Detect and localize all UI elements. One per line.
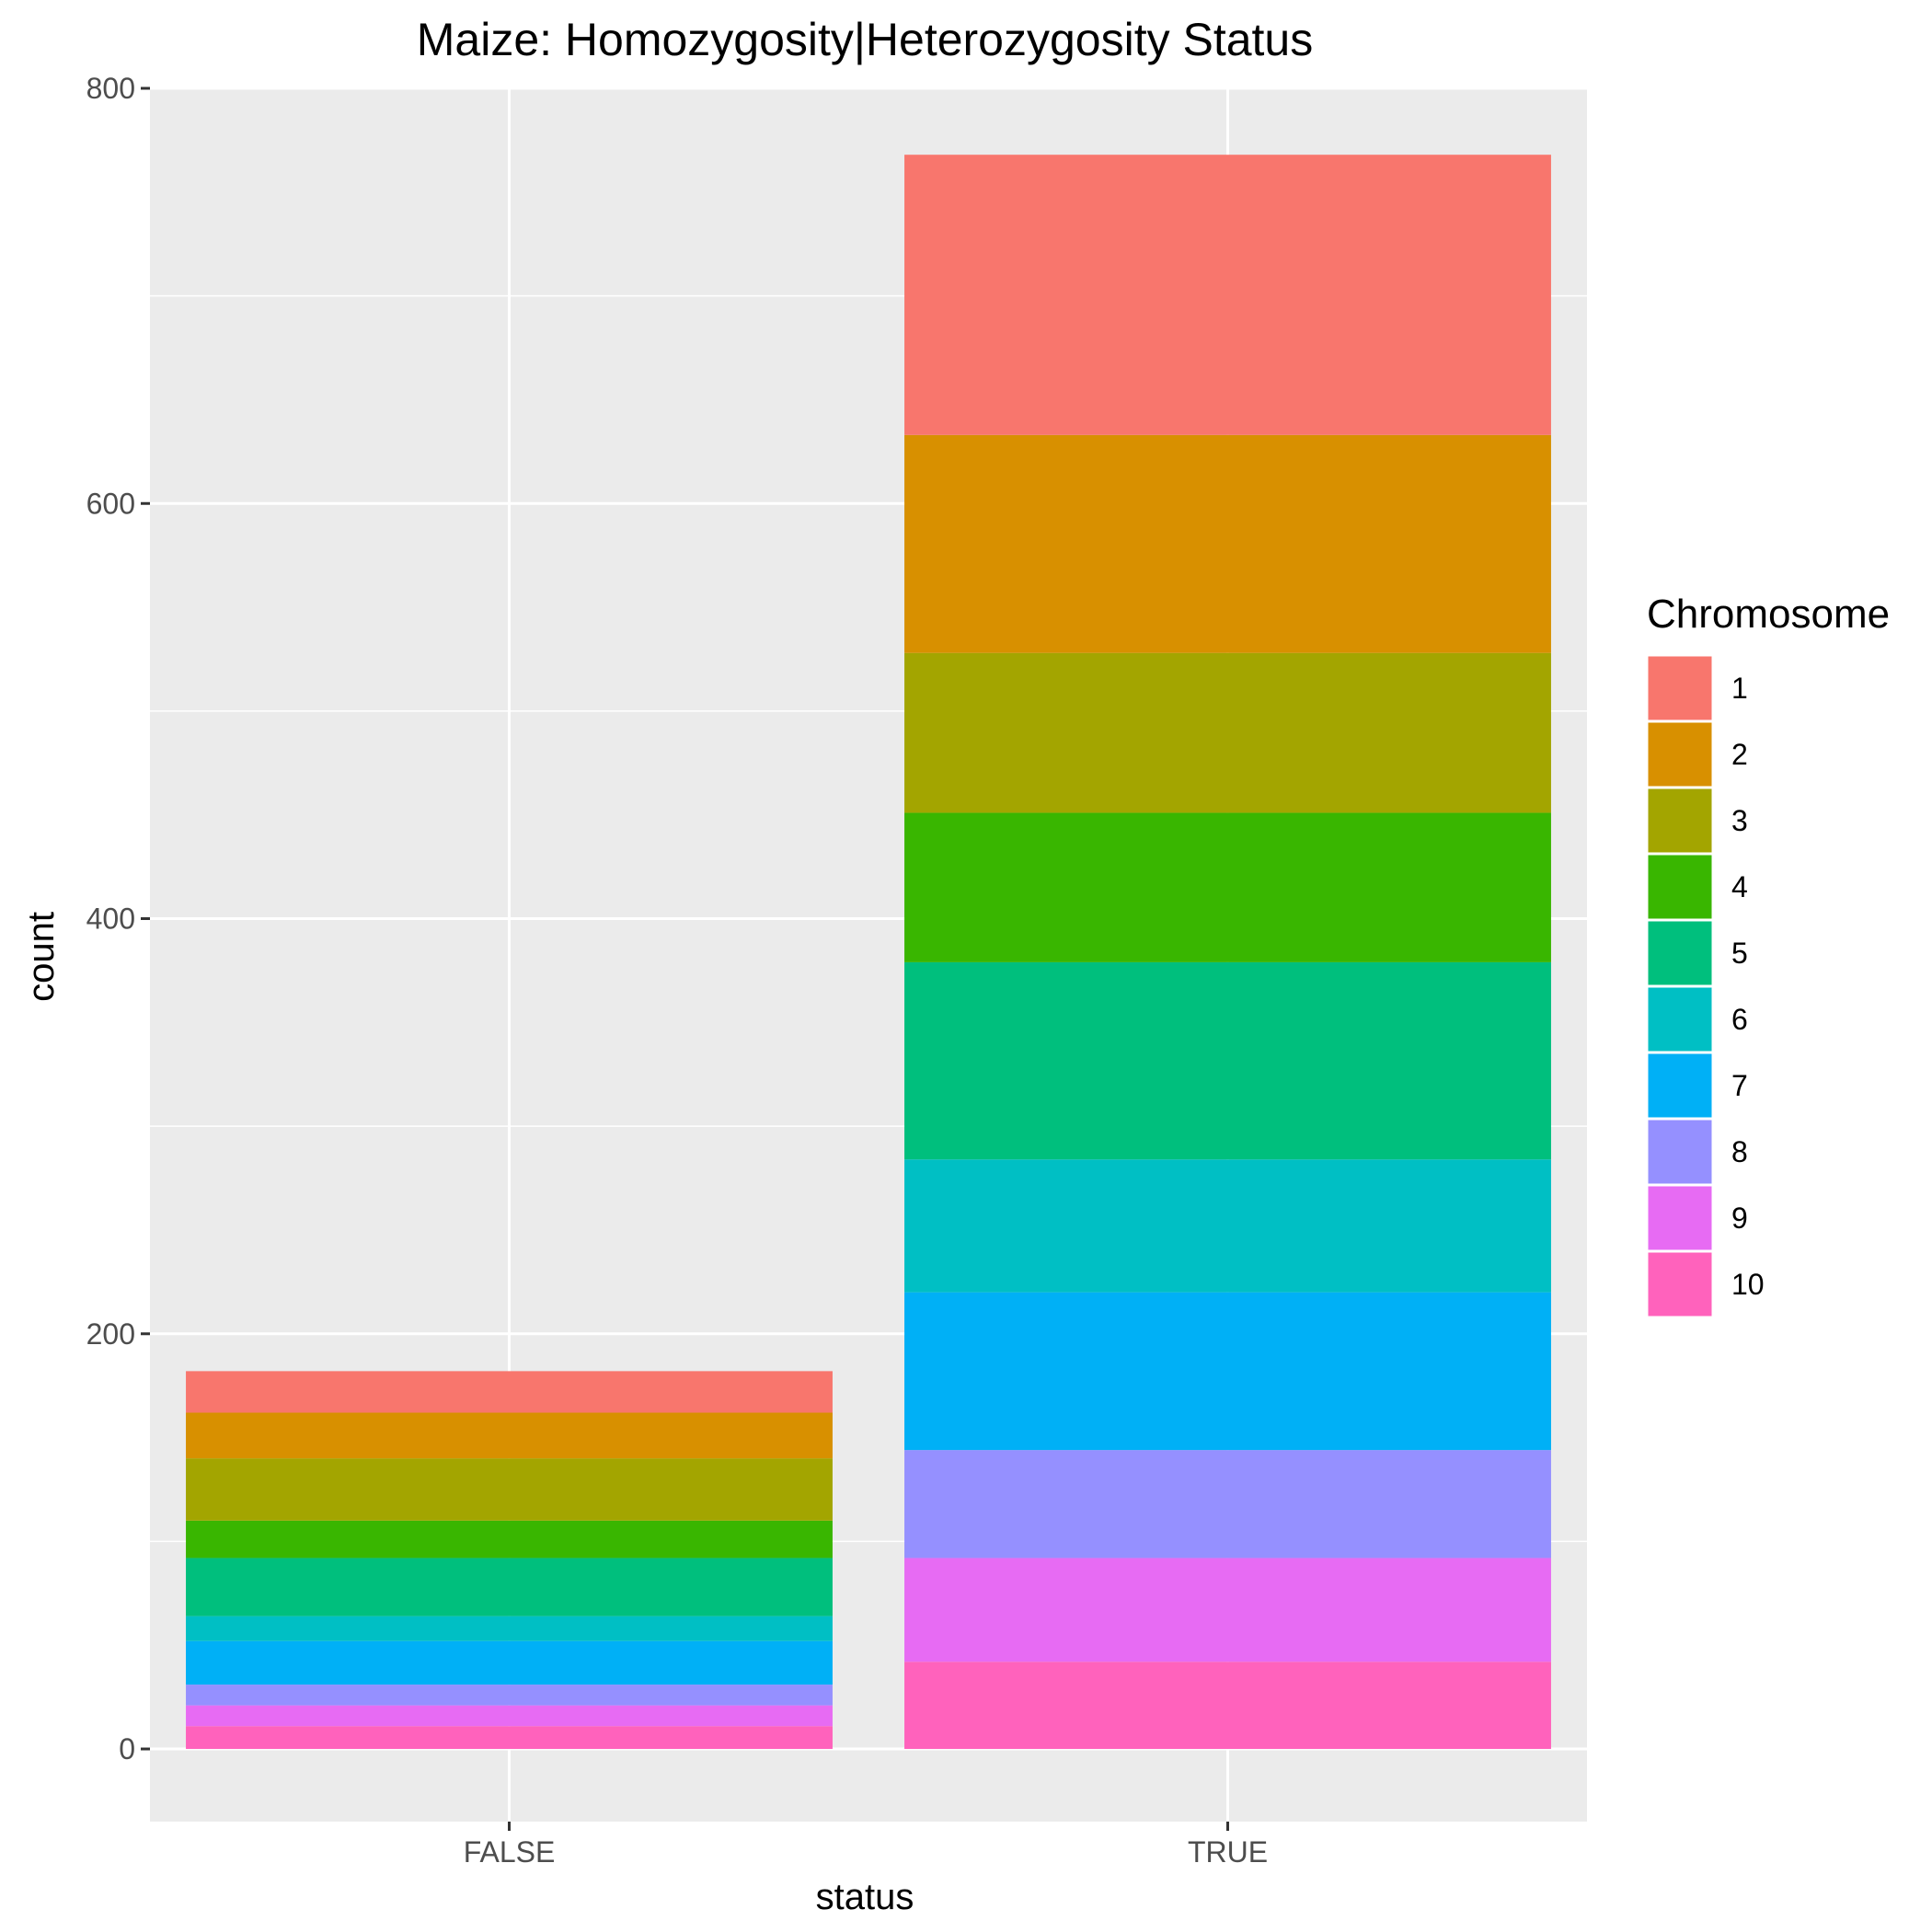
bar-segment-true-chr-2 [904,434,1551,653]
legend-label: 2 [1731,738,1748,771]
bar-segment-false-chr-3 [186,1458,833,1521]
y-axis-title: count [21,912,62,1002]
legend-key-3 [1645,786,1715,856]
bar-segment-true-chr-5 [904,961,1551,1160]
bar-segment-false-chr-10 [186,1726,833,1750]
y-tick-label: 600 [86,487,135,520]
bar-segment-true-chr-1 [904,155,1551,435]
legend-title: Chromosome [1647,592,1890,637]
bar-segment-false-chr-8 [186,1685,833,1706]
x-axis-title: status [816,1877,914,1917]
legend-label: 4 [1731,870,1748,903]
y-tick-label: 800 [86,72,135,105]
bar-segment-false-chr-5 [186,1558,833,1616]
x-tick-label: FALSE [464,1835,556,1869]
bar-segment-true-chr-4 [904,812,1551,962]
bar-segment-false-chr-1 [186,1371,833,1413]
legend-label: 8 [1731,1135,1748,1168]
y-axis: 0 200 400 600 800 [86,72,150,1765]
legend-label: 1 [1731,672,1748,705]
legend-key-10 [1645,1249,1715,1319]
legend-label: 7 [1731,1069,1748,1102]
bar-segment-true-chr-8 [904,1450,1551,1558]
bar-segment-true-chr-10 [904,1662,1551,1750]
legend-key-6 [1645,984,1715,1054]
bar-segment-true-chr-7 [904,1292,1551,1451]
chart-title: Maize: Homozygosity|Heterozygosity Statu… [417,14,1313,65]
x-tick-label: TRUE [1188,1835,1268,1869]
legend-label: 5 [1731,937,1748,970]
legend-key-4 [1645,852,1715,922]
y-tick-label: 200 [86,1317,135,1351]
bar-segment-false-chr-7 [186,1640,833,1685]
bar-segment-true-chr-9 [904,1558,1551,1662]
legend-key-1 [1645,653,1715,723]
legend-key-5 [1645,918,1715,988]
legend-key-8 [1645,1117,1715,1187]
bar-segment-true-chr-6 [904,1159,1551,1293]
bar-segment-false-chr-2 [186,1412,833,1459]
x-axis: FALSE TRUE [464,1822,1268,1869]
bar-segment-false-chr-9 [186,1705,833,1727]
legend-label: 9 [1731,1202,1748,1235]
bar-segment-true-chr-3 [904,652,1551,813]
legend-label: 3 [1731,804,1748,837]
bar-segment-false-chr-6 [186,1616,833,1641]
legend-key-9 [1645,1183,1715,1253]
legend-label: 10 [1731,1268,1765,1301]
legend-key-2 [1645,719,1715,789]
legend-key-7 [1645,1051,1715,1121]
bar-segment-false-chr-4 [186,1520,833,1558]
y-tick-label: 0 [119,1732,135,1765]
y-tick-label: 400 [86,903,135,936]
legend-label: 6 [1731,1003,1748,1036]
bars [186,155,1551,1750]
legend: Chromosome 1 2 3 4 5 6 7 8 9 10 [1645,592,1890,1319]
